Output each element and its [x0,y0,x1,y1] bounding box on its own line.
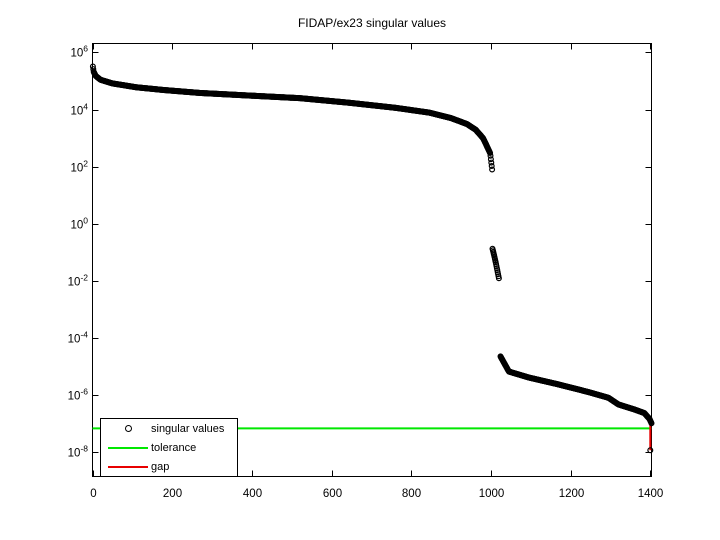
legend-item-tolerance: tolerance [101,439,237,457]
line-sample-icon [108,446,148,449]
circle-marker-icon [124,425,132,432]
legend-sample-area [108,425,148,432]
x-tick-label: 800 [402,488,421,500]
singular-value-point [648,420,655,427]
singular-value-point [489,166,496,173]
y-tick-label: 100 [70,216,88,232]
x-tick-label: 600 [323,488,342,500]
y-tick-label: 10-2 [68,273,89,289]
plot-border [92,43,652,477]
y-tick-label: 10-4 [68,330,89,346]
singular-value-point [487,152,494,159]
x-tick-label: 1400 [638,488,664,500]
legend-sample-area [108,446,148,449]
legend-label-singular-values: singular values [151,422,225,435]
x-tick-label: 1200 [559,488,585,500]
singular-value-point [487,156,494,163]
y-tick-label: 104 [70,102,88,118]
y-tick-label: 10-8 [68,444,89,460]
y-tick-label: 102 [70,159,88,175]
line-sample-icon [108,465,148,468]
x-tick-label: 400 [243,488,262,500]
x-tick-label: 1000 [479,488,505,500]
legend-label-tolerance: tolerance [151,441,197,454]
chart-title: FIDAP/ex23 singular values [297,16,447,30]
singular-value-point [488,159,495,166]
x-tick-label: 200 [163,488,182,500]
singular-value-point [647,447,654,454]
singular-value-point [495,275,502,282]
legend-item-gap: gap [101,458,237,476]
singular-value-point [487,150,494,157]
legend-item-singular-values: singular values [101,420,237,438]
x-tick-label: 0 [90,488,96,500]
legend: singular values tolerance gap [100,418,238,477]
y-tick-label: 106 [70,44,88,60]
y-tick-label: 10-6 [68,387,89,403]
legend-label-gap: gap [151,460,170,473]
singular-value-point [488,163,495,170]
legend-sample-area [108,465,148,468]
